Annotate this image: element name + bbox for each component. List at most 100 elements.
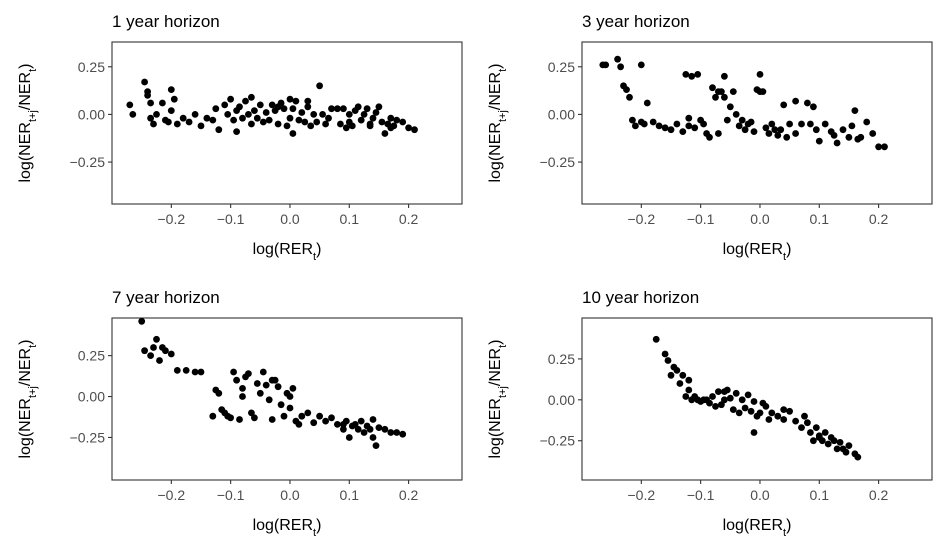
scatter-point (191, 368, 199, 376)
scatter-point (375, 103, 383, 111)
y-tick-label: −0.25 (70, 429, 106, 445)
scatter-point (274, 383, 282, 391)
scatter-point (723, 116, 731, 124)
scatter-point (750, 398, 758, 405)
scatter-point (203, 114, 211, 122)
scatter-point (780, 416, 788, 423)
scatter-point (637, 61, 645, 69)
scatter-point (863, 118, 871, 126)
scatter-point (815, 137, 823, 145)
scatter-point (147, 99, 155, 107)
scatter-point (812, 126, 820, 134)
scatter-point (322, 120, 329, 128)
scatter-point (792, 130, 799, 137)
y-tick-label: −0.25 (70, 154, 106, 170)
scatter-point (715, 388, 722, 395)
scatter-point (162, 347, 169, 355)
scatter-point (735, 409, 743, 417)
scatter-point (741, 126, 749, 134)
x-tick-label: −0.2 (158, 211, 186, 227)
y-tick-label: 0.25 (78, 348, 105, 364)
scatter-point (768, 409, 776, 417)
scatter-point (756, 71, 764, 78)
scatter-point (688, 72, 696, 80)
scatter-point (141, 78, 149, 86)
scatter-point (372, 442, 380, 449)
scatter-point (685, 376, 693, 384)
scatter-point (721, 72, 728, 80)
scatter-point (682, 393, 690, 400)
scatter-point (239, 393, 246, 400)
x-tick-label: 0.0 (280, 211, 300, 227)
scatter-point (179, 114, 187, 122)
scatter-point (830, 132, 838, 139)
x-tick-label: 0.2 (869, 211, 889, 227)
scatter-point (842, 448, 850, 456)
scatter-point (721, 388, 728, 395)
x-tick-label: 0.2 (869, 487, 889, 503)
scatter-point (804, 99, 811, 107)
scatter-point (387, 124, 395, 132)
scatter-point (345, 111, 353, 118)
scatter-point (667, 371, 675, 379)
scatter-point (815, 434, 823, 441)
scatter-point (209, 412, 217, 420)
scatter-point (744, 391, 752, 399)
scatter-point (765, 130, 773, 137)
scatter-point (283, 122, 291, 130)
scatter-point (741, 404, 749, 412)
scatter-point (138, 317, 146, 325)
scatter-point (750, 128, 758, 136)
scatter-point (191, 111, 199, 118)
scatter-point (286, 114, 294, 122)
x-tick-label: 0.1 (810, 211, 830, 227)
scatter-point (316, 82, 323, 90)
scatter-point (798, 120, 805, 128)
scatter-point (792, 97, 799, 105)
scatter-point (360, 429, 368, 436)
scatter-point (848, 122, 856, 130)
scatter-point (786, 120, 793, 128)
scatter-point (334, 105, 341, 113)
scatter-point (253, 114, 261, 122)
scatter-point (354, 425, 362, 433)
scatter-point (771, 126, 779, 134)
scatter-point (251, 414, 258, 422)
scatter-point (182, 367, 190, 374)
scatter-point (617, 63, 624, 71)
scatter-points (599, 55, 888, 151)
scatter-point (286, 404, 294, 412)
scatter-point (298, 109, 306, 116)
scatter-point (253, 380, 261, 387)
scatter-point (664, 357, 672, 364)
scatter-point (685, 114, 693, 122)
scatter-point (715, 130, 722, 137)
scatter-point (756, 88, 764, 95)
scatter-point (747, 118, 755, 126)
scatter-point (197, 368, 205, 376)
scatter-point (845, 133, 853, 141)
scatter-point (869, 130, 877, 137)
y-tick-label: 0.00 (78, 106, 105, 122)
scatter-point (256, 101, 264, 109)
scatter-point (682, 71, 690, 78)
scatter-point (881, 143, 888, 151)
scatter-point (774, 412, 782, 420)
scatter-point (242, 97, 249, 105)
scatter-point (325, 114, 332, 122)
scatter-point (836, 439, 844, 446)
scatter-point (224, 111, 232, 118)
scatter-point (854, 453, 862, 461)
scatter-point (153, 335, 160, 343)
x-tick-label: 0.2 (399, 211, 419, 227)
scatter-point (661, 350, 669, 358)
scatter-point (345, 118, 353, 126)
scatter-point (319, 111, 326, 118)
scatter-point (248, 93, 255, 101)
scatter-point (126, 101, 134, 109)
scatter-point (328, 414, 335, 422)
scatter-point (747, 407, 755, 415)
scatter-point (833, 139, 841, 147)
scatter-point (786, 407, 793, 415)
